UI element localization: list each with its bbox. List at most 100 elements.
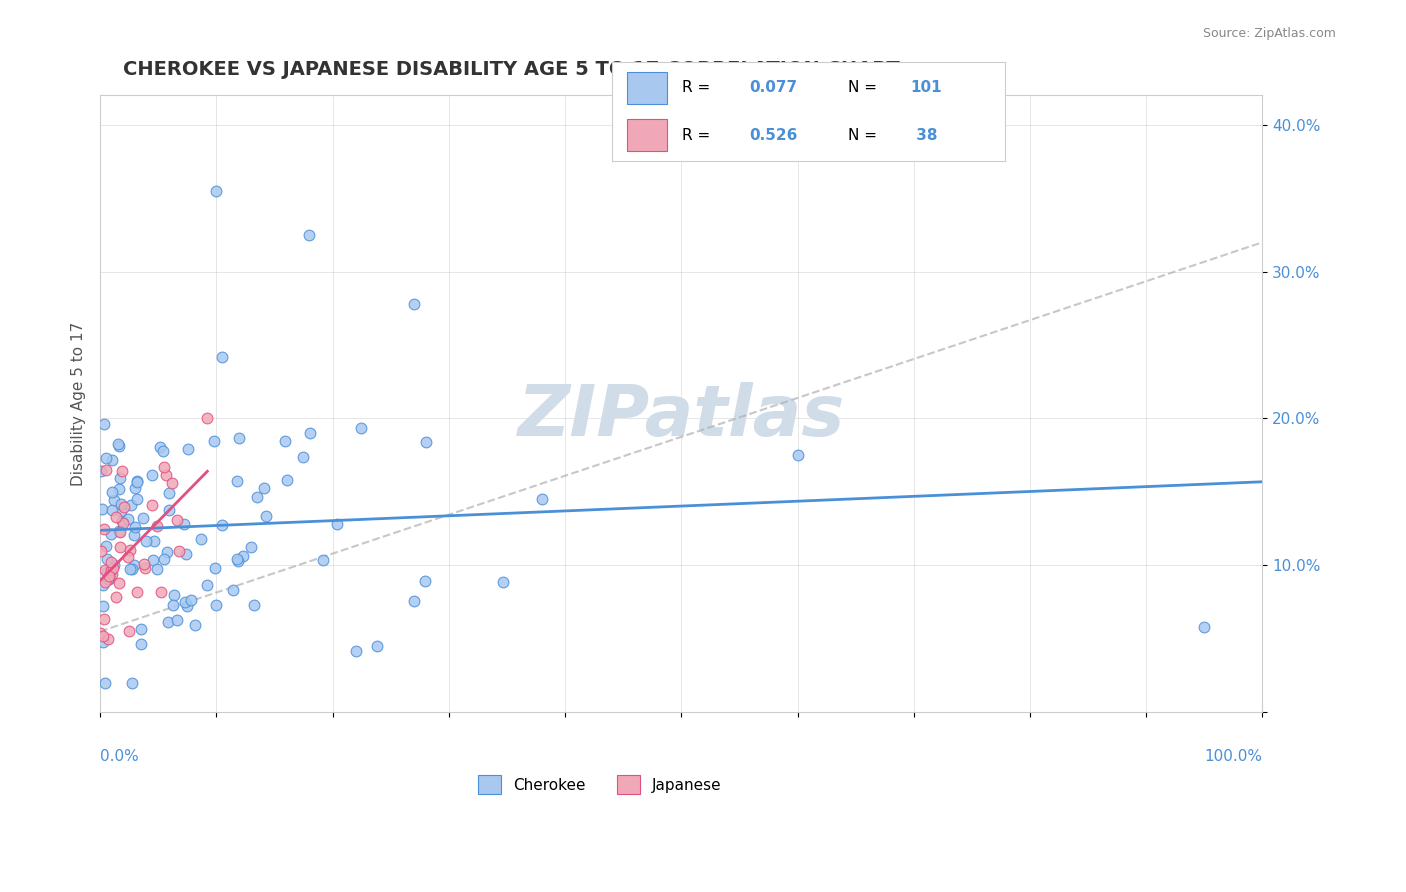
Point: [91, 634, 114, 648]
Point: [96, 552, 118, 566]
Text: 0.526: 0.526: [749, 128, 797, 143]
Point: [166, 512, 188, 526]
Point: [143, 534, 166, 549]
Point: [183, 618, 205, 632]
Point: [93, 612, 115, 626]
Point: [292, 450, 315, 465]
Point: [195, 411, 218, 425]
Point: [118, 562, 141, 576]
Point: [157, 485, 180, 500]
Point: [202, 434, 225, 448]
Point: [124, 481, 146, 495]
Point: [226, 552, 249, 566]
Point: [110, 471, 132, 485]
Point: [162, 598, 184, 612]
Point: [166, 613, 188, 627]
Point: [141, 499, 163, 513]
Point: [176, 599, 198, 613]
Point: [211, 517, 233, 532]
Point: [100, 567, 122, 582]
Point: [232, 549, 254, 563]
Point: [91, 629, 114, 643]
Point: [204, 560, 226, 574]
Point: [100, 555, 122, 569]
Text: N =: N =: [848, 80, 882, 95]
Point: [205, 598, 228, 612]
Point: [298, 425, 321, 440]
Point: [152, 552, 174, 566]
Point: [326, 517, 349, 532]
Text: R =: R =: [682, 80, 716, 95]
Point: [150, 585, 173, 599]
Point: [117, 549, 139, 564]
Point: [89, 625, 111, 640]
Point: [131, 637, 153, 651]
Text: ZIPatlas: ZIPatlas: [517, 382, 845, 450]
Point: [226, 475, 249, 489]
Point: [156, 545, 179, 559]
Text: 100.0%: 100.0%: [1205, 749, 1263, 764]
Point: [121, 675, 143, 690]
Point: [93, 522, 115, 536]
Point: [98, 568, 121, 582]
Point: [101, 561, 124, 575]
Point: [91, 502, 114, 516]
Point: [190, 532, 212, 546]
Point: [153, 459, 176, 474]
Point: [134, 557, 156, 571]
Point: [96, 451, 118, 466]
Point: [173, 517, 195, 532]
Point: [786, 448, 808, 462]
Point: [96, 565, 118, 579]
Point: [222, 582, 245, 597]
Point: [97, 572, 120, 586]
Point: [134, 561, 156, 575]
Point: [96, 539, 118, 553]
Point: [100, 526, 122, 541]
Point: [103, 493, 125, 508]
Point: [142, 552, 165, 566]
Point: [107, 439, 129, 453]
Point: [530, 492, 553, 507]
Point: [135, 534, 157, 549]
Point: [108, 482, 131, 496]
FancyBboxPatch shape: [627, 72, 666, 103]
Point: [228, 431, 250, 445]
Text: Source: ZipAtlas.com: Source: ZipAtlas.com: [1202, 27, 1336, 40]
Point: [122, 528, 145, 542]
Text: 101: 101: [911, 80, 942, 95]
Point: [121, 562, 143, 576]
Point: [117, 512, 139, 526]
Point: [413, 574, 436, 588]
Point: [108, 540, 131, 554]
Point: [112, 500, 135, 515]
Point: [344, 643, 367, 657]
Point: [129, 622, 152, 636]
Text: 0.0%: 0.0%: [100, 749, 139, 764]
Point: [118, 624, 141, 639]
Legend: Cherokee, Japanese: Cherokee, Japanese: [472, 769, 727, 800]
Point: [148, 440, 170, 454]
Text: 38: 38: [911, 128, 938, 143]
Point: [93, 578, 115, 592]
Point: [118, 542, 141, 557]
Point: [312, 553, 335, 567]
Point: [195, 577, 218, 591]
Point: [104, 590, 127, 604]
Point: [173, 595, 195, 609]
Point: [105, 509, 128, 524]
Text: 0.077: 0.077: [749, 80, 797, 95]
Point: [298, 227, 321, 242]
Point: [110, 497, 132, 511]
Point: [155, 467, 177, 482]
Point: [246, 491, 269, 505]
Point: [97, 572, 120, 586]
Point: [108, 576, 131, 591]
Point: [402, 297, 425, 311]
Point: [98, 568, 121, 582]
Point: [101, 503, 124, 517]
Point: [97, 632, 120, 646]
Point: [101, 485, 124, 500]
Point: [93, 575, 115, 590]
Point: [103, 558, 125, 572]
